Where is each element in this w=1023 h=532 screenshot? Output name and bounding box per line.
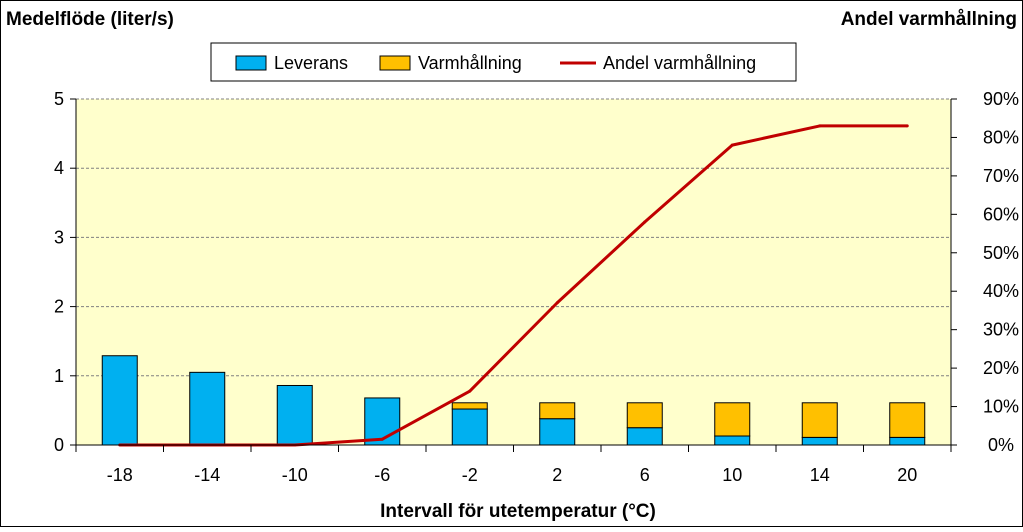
y-axis-left-title: Medelflöde (liter/s): [6, 9, 174, 30]
bar-leverans: [889, 436, 926, 446]
bar-varmhallning: [889, 402, 926, 438]
y-tick-label-right: 30%: [983, 320, 1019, 340]
gridlines: [76, 98, 951, 377]
legend-label-varmhallning: Varmhållning: [418, 53, 522, 73]
bar-varmhallning: [714, 402, 751, 437]
bar-varmhallning: [451, 402, 488, 410]
bar-leverans: [451, 408, 488, 446]
line-point: [818, 124, 822, 128]
x-tick-label: -2: [462, 465, 478, 485]
y-tick-label-left: 0: [54, 435, 64, 455]
bar-varmhallning: [801, 402, 838, 438]
x-tick-label: 20: [897, 465, 917, 485]
bar-varmhallning: [539, 402, 576, 420]
y-tick-label-left: 5: [54, 89, 64, 109]
x-tick-label: -10: [282, 465, 308, 485]
bar-leverans: [276, 384, 313, 446]
bar-leverans: [714, 435, 751, 446]
y-tick-label-right: 0%: [988, 435, 1014, 455]
line-point: [468, 389, 472, 393]
bar-leverans: [364, 397, 401, 446]
y-tick-label-right: 40%: [983, 281, 1019, 301]
legend-swatch-varmhallning: [379, 55, 411, 71]
y-tick-label-right: 10%: [983, 397, 1019, 417]
bar-leverans: [539, 418, 576, 446]
bar-varmhallning: [626, 402, 663, 429]
bar-leverans: [801, 436, 838, 446]
line-point: [380, 437, 384, 441]
legend-label-leverans: Leverans: [274, 53, 348, 73]
bars: [101, 355, 926, 446]
y-tick-label-left: 3: [54, 227, 64, 247]
y-axis-right-title: Andel varmhållning: [841, 9, 1017, 30]
y-tick-label-left: 2: [54, 297, 64, 317]
y-tick-label-left: 1: [54, 366, 64, 386]
x-tick-label: 14: [810, 465, 830, 485]
legend-swatch-leverans: [235, 55, 267, 71]
bar-leverans: [189, 371, 226, 446]
y-tick-label-right: 20%: [983, 358, 1019, 378]
y-tick-label-right: 70%: [983, 166, 1019, 186]
line-point: [555, 301, 559, 305]
y-tick-label-left: 4: [54, 158, 64, 178]
line-point: [730, 143, 734, 147]
y-tick-label-right: 60%: [983, 204, 1019, 224]
x-tick-label: 2: [552, 465, 562, 485]
x-tick-label: 10: [722, 465, 742, 485]
y-tick-label-right: 50%: [983, 243, 1019, 263]
legend-label-andel: Andel varmhållning: [603, 53, 756, 73]
bar-leverans: [101, 355, 138, 446]
legend-box: [210, 42, 797, 82]
x-tick-label: -14: [194, 465, 220, 485]
line-point: [643, 220, 647, 224]
x-tick-label: 6: [640, 465, 650, 485]
x-tick-label: -6: [374, 465, 390, 485]
line-point: [905, 124, 909, 128]
y-tick-label-right: 80%: [983, 127, 1019, 147]
x-tick-label: -18: [107, 465, 133, 485]
x-axis-title: Intervall för utetemperatur (°C): [380, 501, 656, 522]
y-tick-label-right: 90%: [983, 89, 1019, 109]
legend: Leverans Varmhållning Andel varmhållning: [210, 42, 797, 82]
bar-leverans: [626, 427, 663, 446]
